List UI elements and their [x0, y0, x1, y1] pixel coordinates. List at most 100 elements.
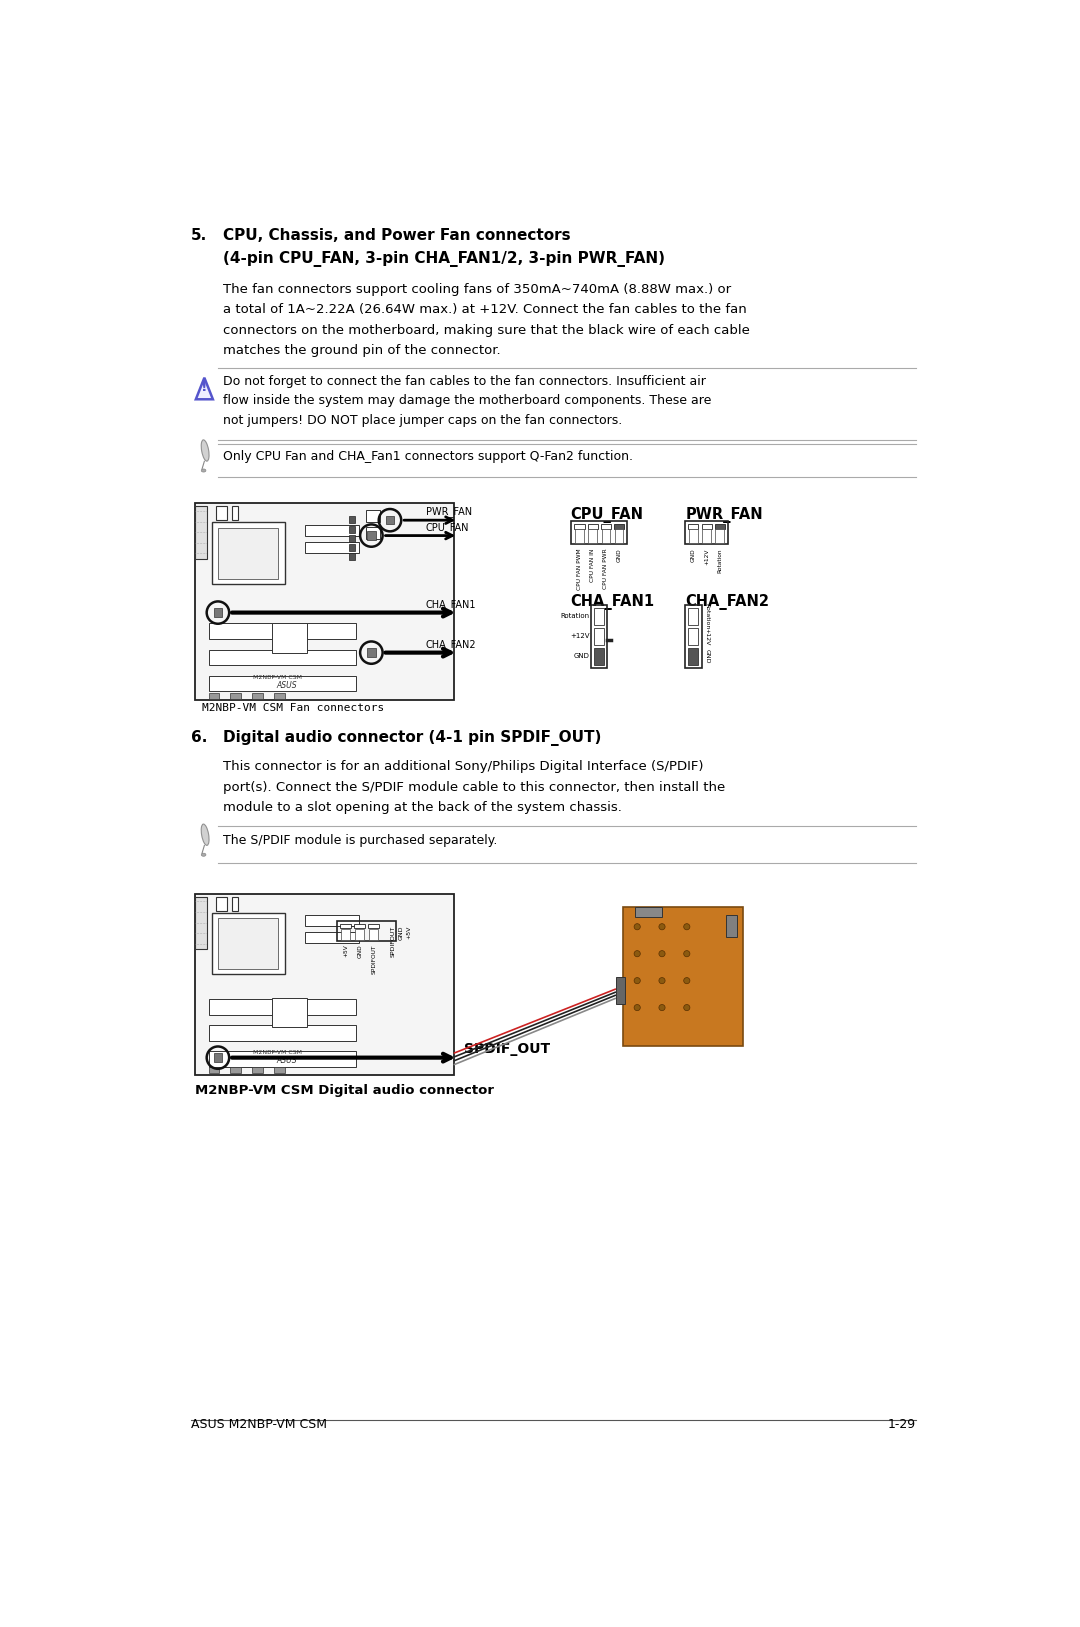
Text: The S/PDIF module is purchased separately.: The S/PDIF module is purchased separatel… [224, 835, 498, 848]
Bar [688, 628, 699, 644]
Text: This connector is for an additional Sony/Philips Digital Interface (S/PDIF): This connector is for an additional Sony… [224, 760, 704, 773]
Bar [613, 524, 624, 529]
Ellipse shape [201, 825, 210, 846]
Bar [337, 921, 396, 942]
Text: CPU FAN IN: CPU FAN IN [590, 548, 595, 582]
Bar [340, 924, 351, 929]
Text: !: ! [201, 381, 207, 394]
Bar [208, 999, 356, 1015]
Text: GND: GND [357, 944, 362, 958]
Text: port(s). Connect the S/PDIF module cable to this connector, then install the: port(s). Connect the S/PDIF module cable… [224, 781, 726, 794]
Bar [218, 918, 279, 970]
Bar [727, 916, 738, 937]
Ellipse shape [201, 439, 210, 460]
Bar [212, 522, 285, 584]
Text: not jumpers! DO NOT place jumper caps on the fan connectors.: not jumpers! DO NOT place jumper caps on… [224, 413, 622, 426]
Text: GND: GND [691, 548, 696, 563]
Bar [305, 916, 359, 926]
Bar [349, 553, 355, 560]
Text: Rotation: Rotation [561, 613, 590, 620]
Bar [214, 1053, 222, 1062]
Circle shape [684, 950, 690, 957]
Bar [230, 693, 241, 700]
Circle shape [634, 924, 640, 929]
Text: +12V: +12V [704, 548, 710, 565]
Text: The fan connectors support cooling fans of 350mA~740mA (8.88W max.) or: The fan connectors support cooling fans … [224, 283, 731, 296]
Text: flow inside the system may damage the motherboard components. These are: flow inside the system may damage the mo… [224, 394, 712, 407]
Text: Digital audio connector (4-1 pin SPDIF_OUT): Digital audio connector (4-1 pin SPDIF_O… [224, 729, 602, 745]
Circle shape [659, 924, 665, 929]
Bar [685, 521, 728, 543]
Bar [355, 929, 364, 940]
Text: +5V: +5V [343, 944, 348, 957]
Text: Only CPU Fan and CHA_Fan1 connectors support Q-Fan2 function.: Only CPU Fan and CHA_Fan1 connectors sup… [224, 449, 633, 462]
Bar [194, 506, 207, 558]
Bar [589, 529, 597, 542]
Bar [272, 623, 307, 652]
Text: connectors on the motherboard, making sure that the black wire of each cable: connectors on the motherboard, making su… [224, 324, 751, 337]
Text: ASUS: ASUS [276, 682, 297, 690]
Circle shape [684, 978, 690, 984]
Bar [208, 1025, 356, 1041]
Bar [208, 623, 356, 639]
Bar [273, 693, 284, 700]
Bar [576, 529, 583, 542]
Text: a total of 1A~2.22A (26.64W max.) at +12V. Connect the fan cables to the fan: a total of 1A~2.22A (26.64W max.) at +12… [224, 303, 747, 316]
Ellipse shape [201, 469, 206, 472]
Bar [214, 608, 222, 617]
Bar [688, 648, 699, 665]
Bar [232, 896, 238, 911]
Text: GND: GND [399, 926, 404, 940]
Text: M2NBP-VM CSM Fan connectors: M2NBP-VM CSM Fan connectors [202, 703, 384, 714]
Bar [273, 1067, 284, 1074]
Bar [349, 535, 355, 542]
Text: 6.: 6. [191, 729, 207, 745]
Bar [232, 506, 238, 521]
Bar [208, 649, 356, 665]
Text: +5V: +5V [406, 926, 411, 939]
Bar [349, 526, 355, 532]
Bar [208, 675, 356, 691]
Text: GND: GND [575, 654, 590, 659]
Text: M2NBP-VM CSM Digital audio connector: M2NBP-VM CSM Digital audio connector [194, 1084, 494, 1097]
Bar [272, 997, 307, 1027]
Ellipse shape [201, 853, 206, 856]
Bar [349, 543, 355, 552]
Bar [594, 648, 604, 665]
Bar [216, 506, 227, 521]
Bar [616, 976, 625, 1004]
Bar [208, 1051, 356, 1067]
Text: 5.: 5. [191, 228, 207, 242]
Text: SPDIFOUT: SPDIFOUT [372, 944, 376, 975]
Text: Rotation: Rotation [704, 604, 710, 630]
Text: GND: GND [617, 548, 621, 563]
Text: matches the ground pin of the connector.: matches the ground pin of the connector. [224, 345, 501, 358]
Text: module to a slot opening at the back of the system chassis.: module to a slot opening at the back of … [224, 800, 622, 814]
Bar [715, 529, 724, 542]
Bar [635, 908, 662, 916]
Circle shape [659, 1004, 665, 1010]
Bar [588, 524, 597, 529]
Circle shape [634, 978, 640, 984]
Bar [194, 503, 455, 700]
Bar [591, 605, 607, 669]
Bar [685, 605, 702, 669]
Bar [600, 524, 611, 529]
Bar [571, 521, 627, 543]
Bar [367, 532, 376, 540]
Bar [594, 608, 604, 625]
Bar [212, 913, 285, 975]
Text: CHA_FAN2: CHA_FAN2 [685, 594, 769, 610]
Bar [218, 527, 279, 579]
Bar [623, 908, 743, 1046]
Bar [194, 896, 207, 949]
Bar [688, 608, 699, 625]
Bar [702, 529, 711, 542]
Bar [305, 932, 359, 944]
Bar [688, 524, 699, 529]
Bar [216, 896, 227, 911]
Circle shape [634, 1004, 640, 1010]
Bar [252, 693, 262, 700]
Text: M2NBP-VM CSM: M2NBP-VM CSM [253, 1049, 301, 1054]
Text: CHA_FAN1: CHA_FAN1 [426, 599, 476, 610]
